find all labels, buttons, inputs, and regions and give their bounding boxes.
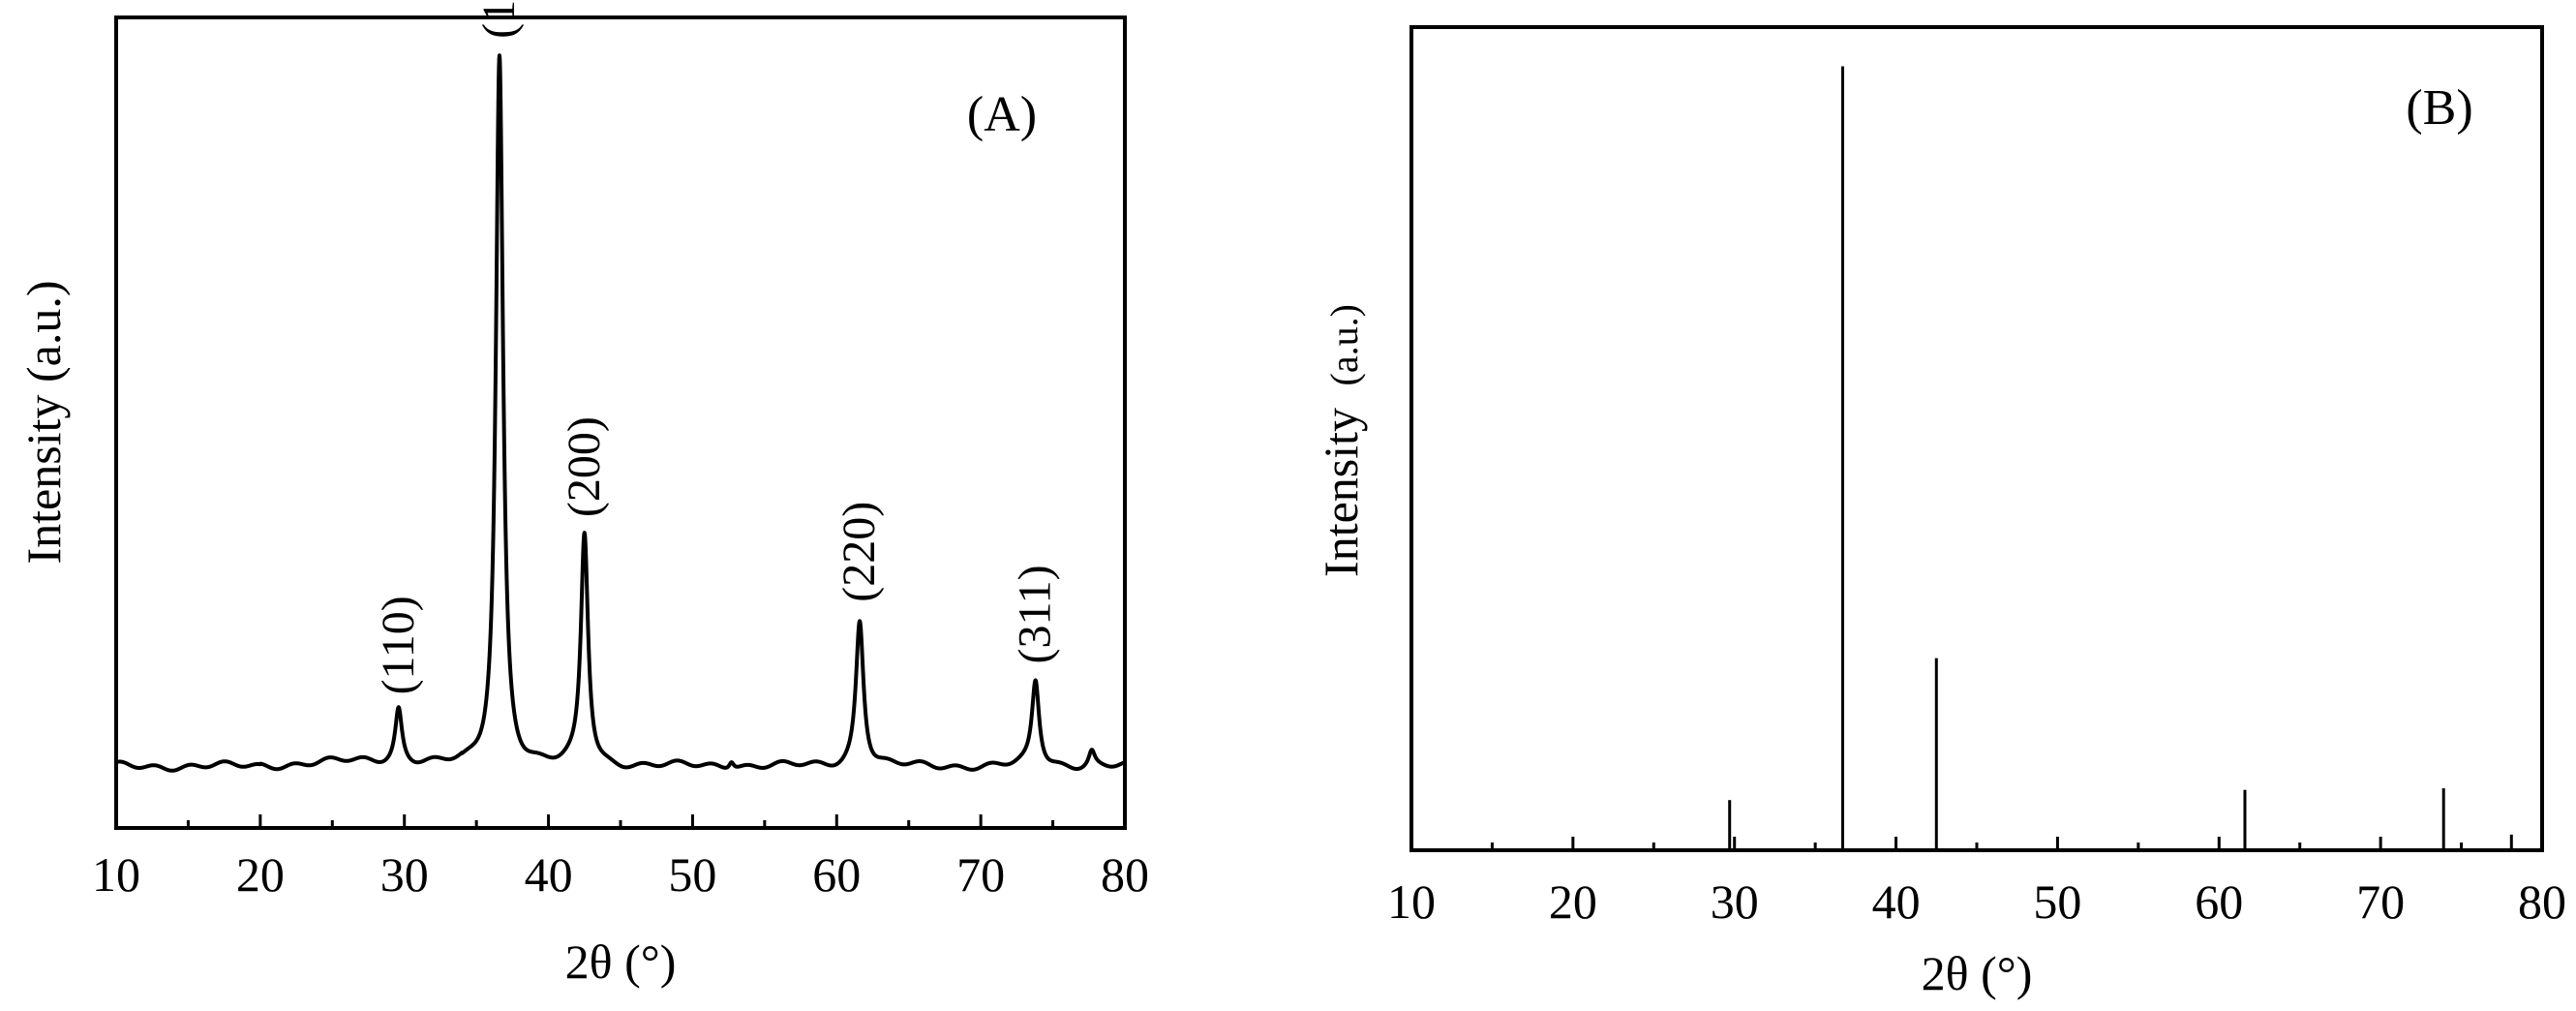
panel-b-tick-label: 10 — [1387, 874, 1436, 929]
panel-b-tick-label: 80 — [2518, 874, 2566, 929]
panel-b-x-tick-labels: 10 20 30 40 50 60 70 80 — [1387, 874, 2566, 929]
panel-a-tick-label: 20 — [236, 847, 285, 902]
panel-a-tick-label: 30 — [380, 847, 429, 902]
panel-a-tick-label: 60 — [812, 847, 861, 902]
panel-a-tick-label: 80 — [1101, 847, 1149, 902]
panel-a-peak-label: (200) — [559, 416, 610, 517]
panel-a-tick-label: 10 — [92, 847, 140, 902]
panel-a-chart: 10 20 30 40 50 60 70 80 (110) (111) (200) (220) (31… — [16, 0, 1149, 989]
panel-a-x-ticks — [114, 814, 1127, 828]
panel-a-peak-labels: (110) (111) (200) (220) (311) — [373, 0, 1061, 694]
panel-a-y-axis-label: Intensity (a.u.) — [16, 281, 71, 565]
panel-b-chart: 10 20 30 40 50 60 70 80 (B) 2θ (°) Intensity (a… — [1314, 25, 2566, 1000]
panel-b-tick-label: 70 — [2356, 874, 2405, 929]
panel-a-tick-label: 50 — [668, 847, 716, 902]
panel-b-tick-label: 50 — [2033, 874, 2081, 929]
panel-a-peak-label: (311) — [1010, 565, 1061, 663]
panel-a-peak-label: (110) — [373, 596, 424, 694]
panel-b-y-axis-label: Intensity (a.u.) — [1314, 304, 1368, 577]
panel-b-reference-lines — [1728, 66, 2513, 850]
panel-b-tick-label: 40 — [1872, 874, 1921, 929]
panel-a-label: (A) — [967, 87, 1037, 142]
panel-a-tick-label: 70 — [956, 847, 1005, 902]
panel-b-x-ticks — [1409, 837, 2544, 850]
panel-a-peak-label: (220) — [833, 502, 885, 602]
panel-b-y-axis-label-main: Intensity — [1314, 408, 1368, 577]
panel-a-tick-label: 40 — [525, 847, 573, 902]
panel-b-frame — [1409, 25, 2544, 852]
panel-b-tick-label: 60 — [2195, 874, 2243, 929]
panel-b-label: (B) — [2406, 80, 2472, 136]
panel-b-tick-label: 30 — [1711, 874, 1759, 929]
panel-a-peak-label: (111) — [473, 0, 525, 39]
panel-a-x-axis-label: 2θ (°) — [565, 934, 677, 989]
panel-a-x-tick-labels: 10 20 30 40 50 60 70 80 — [92, 847, 1149, 902]
panel-b-y-axis-label-unit: (a.u.) — [1322, 304, 1366, 385]
panel-a-xrd-pattern — [114, 53, 1127, 773]
panel-b-tick-label: 20 — [1549, 874, 1597, 929]
panel-b-x-axis-label: 2θ (°) — [1922, 946, 2033, 1000]
